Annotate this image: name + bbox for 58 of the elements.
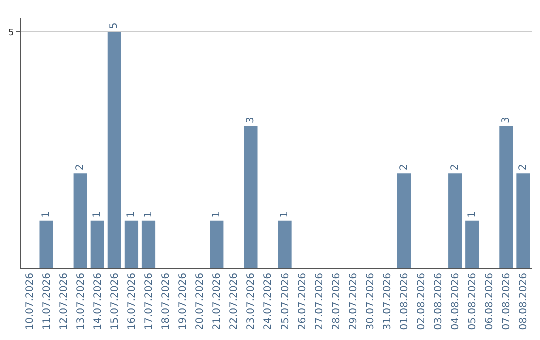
data-label: 2 (518, 164, 529, 171)
bar (124, 220, 139, 268)
bar (74, 174, 88, 268)
x-tick-label: 02.08.2026 (416, 273, 428, 330)
data-label: 3 (500, 117, 512, 124)
x-tick-label: 04.08.2026 (450, 273, 462, 330)
bar (448, 174, 462, 268)
x-tick-label: 11.07.2026 (42, 273, 53, 330)
bar (397, 174, 412, 268)
data-label: 1 (126, 211, 138, 218)
bar (40, 220, 54, 268)
data-label: 1 (41, 211, 52, 218)
data-label: 2 (398, 164, 410, 171)
x-tick-label: 13.07.2026 (76, 273, 87, 330)
x-tick-label: 12.07.2026 (58, 273, 70, 330)
data-label: 2 (75, 164, 86, 171)
data-label: 1 (280, 211, 291, 218)
data-label: 3 (245, 117, 256, 124)
x-tick-label: 16.07.2026 (126, 273, 138, 330)
data-label: 2 (450, 164, 461, 171)
x-tick-label: 14.07.2026 (92, 273, 104, 330)
x-tick-label: 24.07.2026 (263, 273, 274, 330)
x-tick-label: 27.07.2026 (314, 273, 326, 330)
data-label: 5 (109, 22, 120, 30)
data-label: 1 (92, 211, 104, 218)
x-tick-label: 20.07.2026 (195, 273, 206, 330)
bar (516, 174, 530, 268)
x-tick-label: 22.07.2026 (229, 273, 240, 330)
bar (142, 220, 156, 268)
bar (278, 220, 292, 268)
x-tick-label: 23.07.2026 (246, 273, 258, 330)
x-tick-label: 18.07.2026 (161, 273, 172, 330)
bar (90, 220, 104, 268)
x-tick-label: 28.07.2026 (331, 273, 342, 330)
x-tick-label: 08.08.2026 (518, 273, 530, 330)
x-tick-label: 03.08.2026 (434, 273, 445, 330)
x-tick-label: 19.07.2026 (178, 273, 190, 330)
x-tick-label: 25.07.2026 (280, 273, 292, 330)
x-tick-label: 30.07.2026 (365, 273, 376, 330)
x-tick-label: 17.07.2026 (144, 273, 155, 330)
x-tick-label: 26.07.2026 (297, 273, 308, 330)
bar (466, 220, 480, 268)
data-label: 1 (143, 211, 154, 218)
bar (500, 126, 514, 268)
data-label: 1 (211, 211, 222, 218)
bar (210, 220, 224, 268)
bar (108, 32, 122, 268)
bar (244, 126, 258, 268)
x-tick-label: 01.08.2026 (400, 273, 410, 330)
data-label: 1 (466, 211, 478, 218)
x-tick-label: 29.07.2026 (348, 273, 360, 330)
x-tick-label: 31.07.2026 (382, 273, 394, 330)
x-tick-label: 07.08.2026 (502, 273, 513, 330)
x-tick-label: 15.07.2026 (110, 273, 121, 330)
x-tick-label: 10.07.2026 (24, 273, 36, 330)
x-tick-label: 06.08.2026 (484, 273, 496, 330)
x-tick-label: 05.08.2026 (468, 273, 479, 330)
x-tick-label: 21.07.2026 (212, 273, 224, 330)
